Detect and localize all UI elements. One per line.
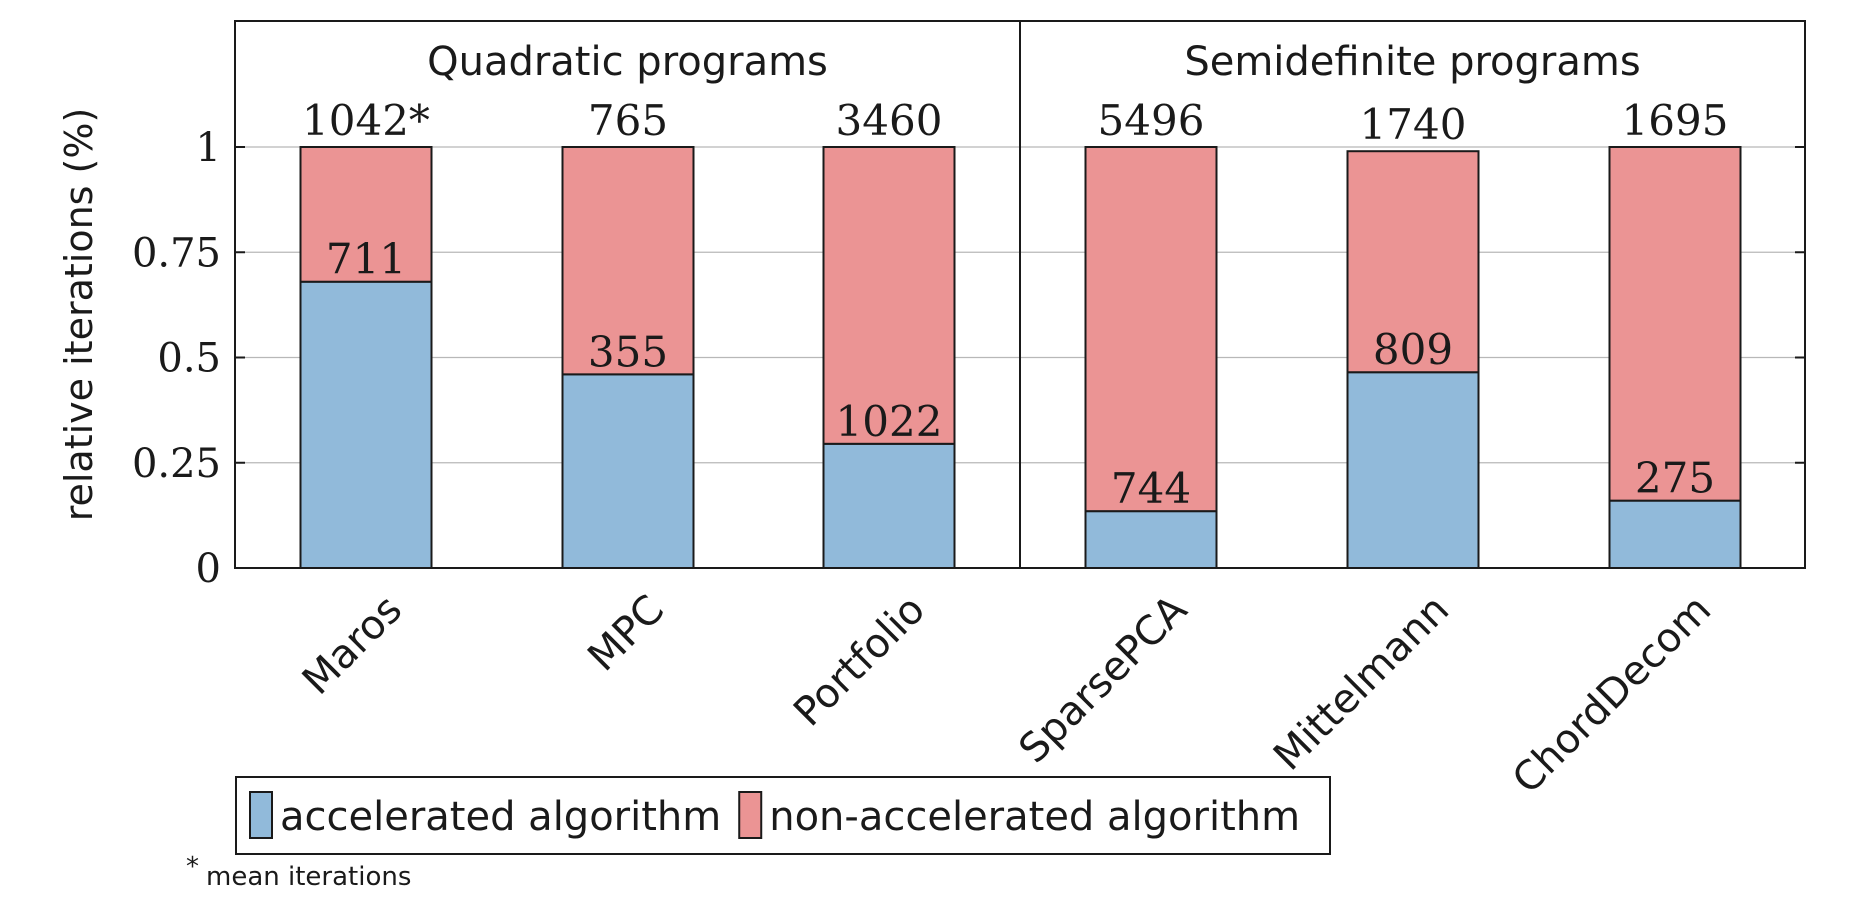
bar-accelerated (1346, 371, 1480, 569)
data-label-non-accelerated: 5496 (1098, 96, 1205, 145)
x-tick-label: Maros (294, 587, 411, 704)
y-tick-label: 0.75 (132, 230, 221, 276)
data-label-non-accelerated: 1042* (302, 96, 430, 145)
data-label-accelerated: 711 (326, 235, 406, 284)
x-tick-label: Mittelmann (1265, 587, 1458, 780)
legend-label: non-accelerated algorithm (769, 794, 1300, 840)
group-title: Quadratic programs (427, 39, 828, 85)
data-label-non-accelerated: 765 (588, 96, 668, 145)
y-tick-label: 0.25 (132, 441, 221, 487)
legend (235, 776, 1331, 855)
legend-swatch (249, 791, 273, 839)
bar-accelerated (1608, 499, 1742, 570)
legend-swatch (738, 791, 763, 839)
group-title: Semidefinite programs (1184, 39, 1640, 85)
bar-accelerated (1084, 510, 1218, 570)
data-label-non-accelerated: 1740 (1360, 100, 1467, 149)
data-label-non-accelerated: 3460 (836, 96, 943, 145)
data-label-non-accelerated: 1695 (1622, 96, 1729, 145)
y-tick-label: 0.5 (157, 336, 221, 382)
bar-accelerated (561, 373, 695, 569)
bar-non-accelerated (822, 146, 956, 445)
footnote-mark: * (186, 852, 199, 882)
data-label-accelerated: 744 (1111, 464, 1191, 513)
bar-non-accelerated (1084, 146, 1218, 513)
data-label-accelerated: 275 (1635, 454, 1715, 503)
legend-label: accelerated algorithm (280, 794, 721, 840)
bar-accelerated (822, 442, 956, 569)
x-tick-label: SparsePCA (1010, 586, 1196, 772)
x-tick-label: Portfolio (785, 587, 934, 736)
x-tick-label: ChordDecom (1504, 587, 1720, 803)
bar-non-accelerated (561, 146, 695, 376)
y-axis-label: relative iterations (%) (57, 108, 101, 522)
footnote-text: mean iterations (206, 862, 411, 892)
data-label-accelerated: 1022 (836, 397, 943, 446)
bar-accelerated (299, 280, 433, 569)
data-label-accelerated: 809 (1373, 325, 1453, 374)
bar-non-accelerated (299, 146, 433, 283)
bar-non-accelerated (1346, 150, 1480, 374)
x-tick-label: MPC (579, 587, 673, 681)
data-label-accelerated: 355 (588, 327, 668, 376)
y-tick-label: 1 (196, 125, 221, 171)
y-tick-label: 0 (196, 546, 221, 592)
bar-non-accelerated (1608, 146, 1742, 502)
